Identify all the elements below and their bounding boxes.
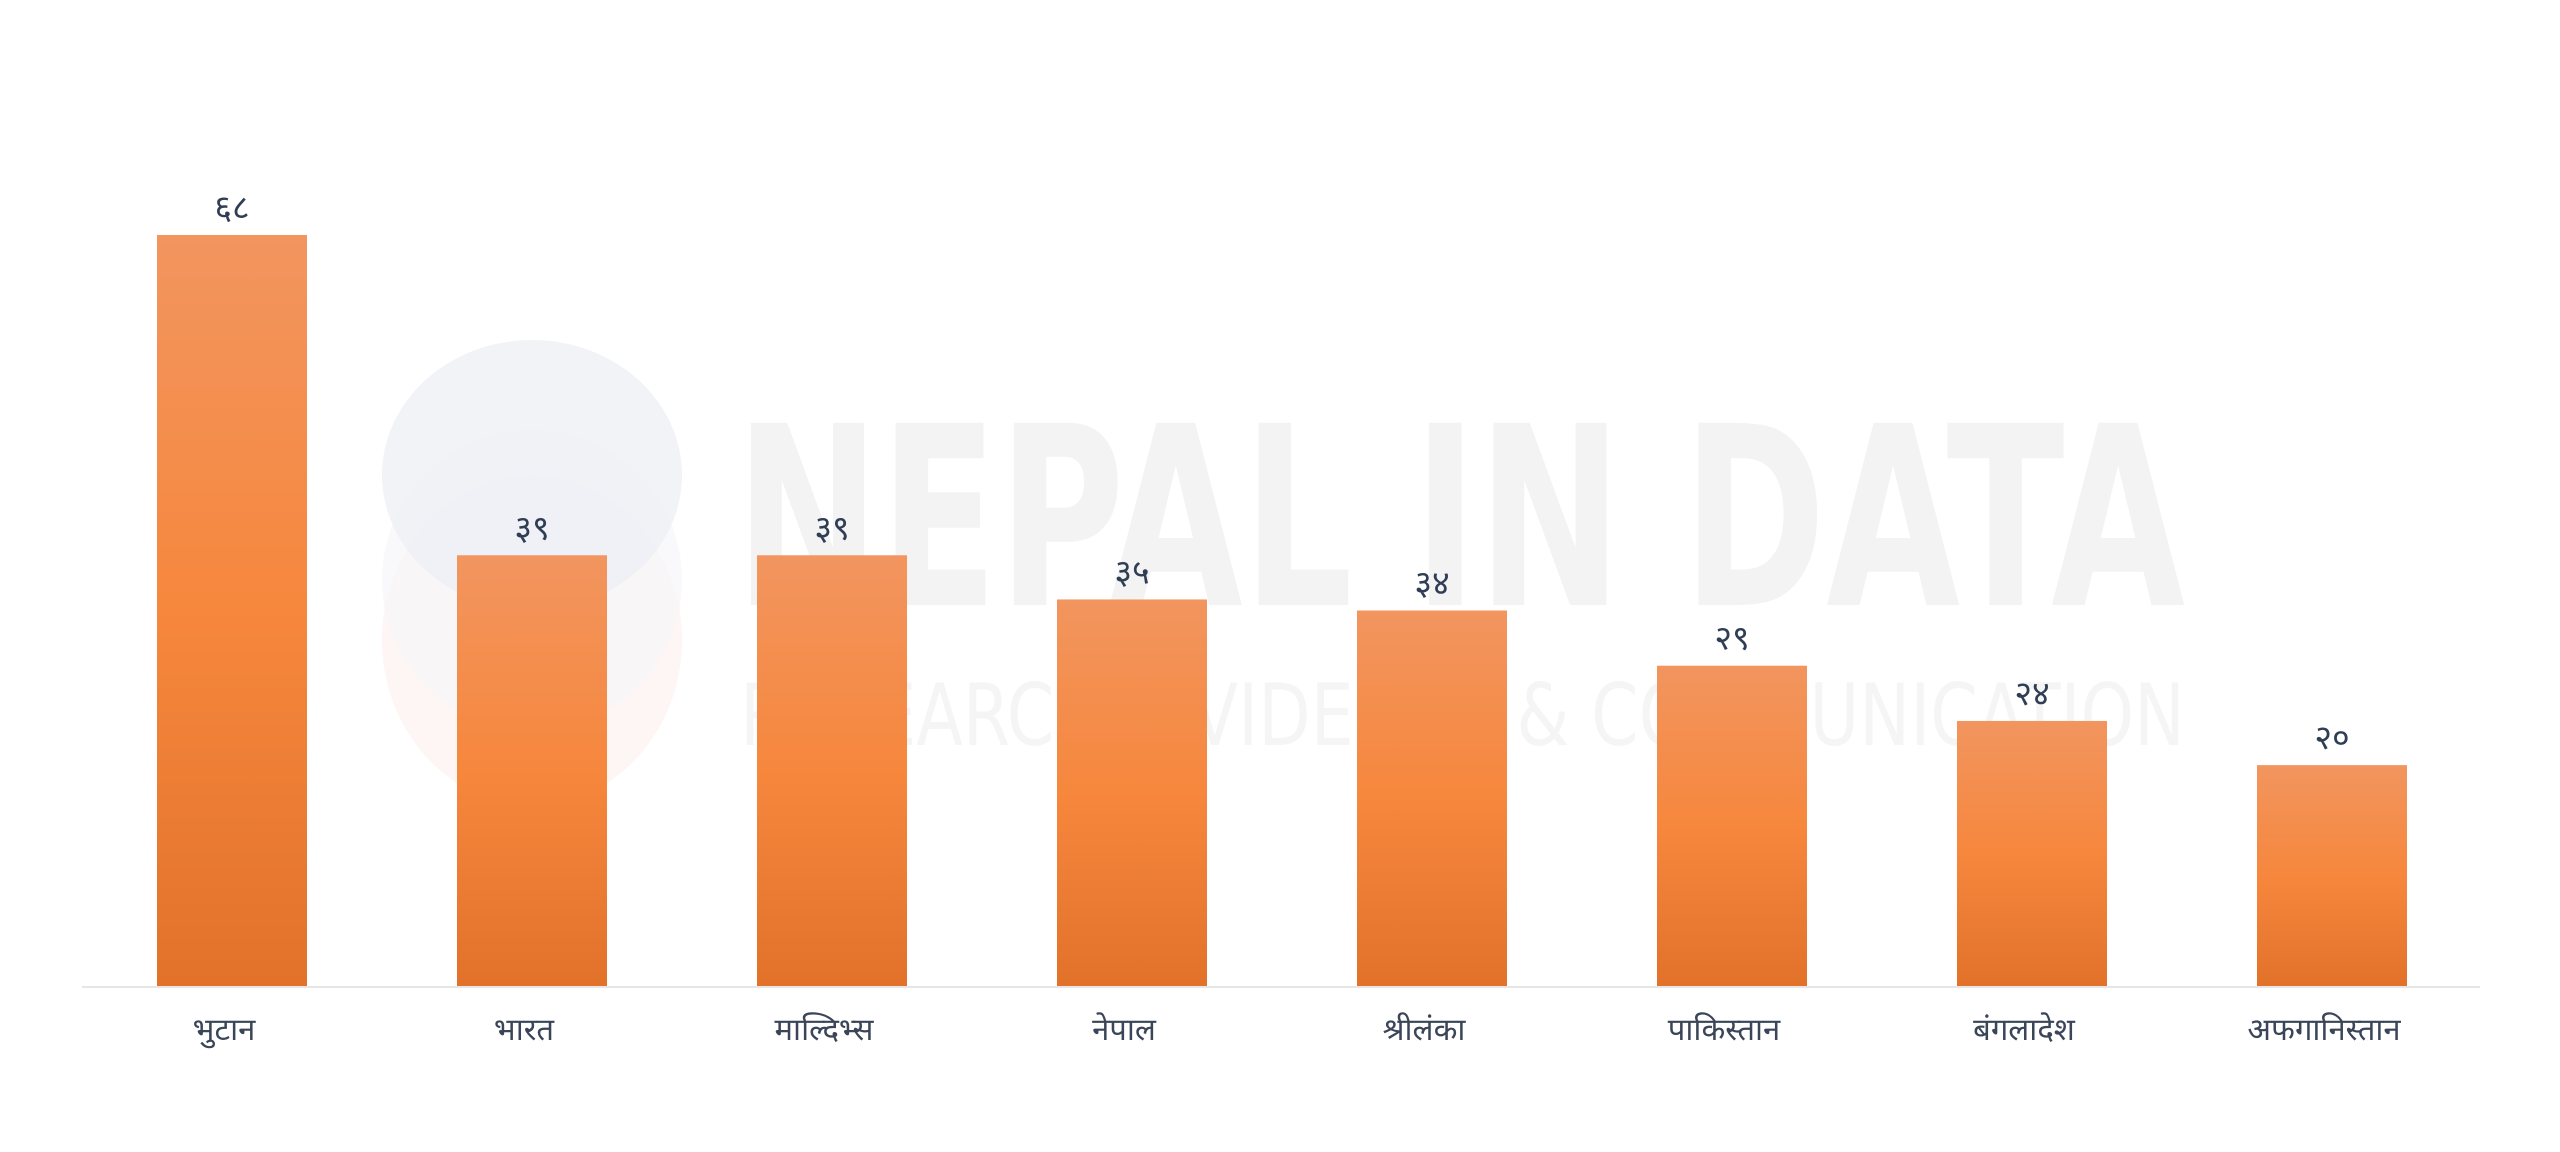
bar <box>1057 599 1207 986</box>
category-tick-label: माल्दिभ्स <box>775 1012 875 1048</box>
watermark: NEPAL IN DATA RESEARCH, EVIDENCE & COMMU… <box>382 340 2185 805</box>
category-tick-label: अफगानिस्तान <box>2247 1012 2401 1048</box>
bar-value-label: ३९ <box>814 508 849 548</box>
category-tick-label: श्रीलंका <box>1383 1012 1467 1048</box>
bar <box>1657 665 1807 986</box>
value-labels-layer: ६८ ३९ ३९ ३५ ३४ २९ २४ २० <box>214 188 2349 758</box>
bar <box>757 555 907 986</box>
bar-value-label: ३४ <box>1414 564 1449 604</box>
bar <box>2257 765 2407 986</box>
bar-value-label: २४ <box>2014 674 2049 714</box>
bars-layer <box>157 235 2407 986</box>
bar <box>457 555 607 986</box>
bar <box>1957 720 2107 986</box>
category-tick-label: पाकिस्तान <box>1668 1012 1781 1048</box>
category-labels-layer: भुटान भारत माल्दिभ्स नेपाल श्रीलंका पाकिस्तान… <box>193 1012 2402 1049</box>
bar-value-label: २० <box>2314 718 2349 758</box>
bar-value-label: ३९ <box>514 508 549 548</box>
bar <box>157 235 307 986</box>
category-tick-label: नेपाल <box>1092 1012 1157 1048</box>
category-tick-label: भुटान <box>193 1012 256 1049</box>
category-tick-label: भारत <box>494 1012 556 1048</box>
bar-value-label: २९ <box>1714 619 1749 659</box>
bar-value-label: ३५ <box>1114 552 1149 592</box>
bar-value-label: ६८ <box>214 188 249 228</box>
category-tick-label: बंगलादेश <box>1973 1012 2076 1048</box>
bar <box>1357 610 1507 986</box>
